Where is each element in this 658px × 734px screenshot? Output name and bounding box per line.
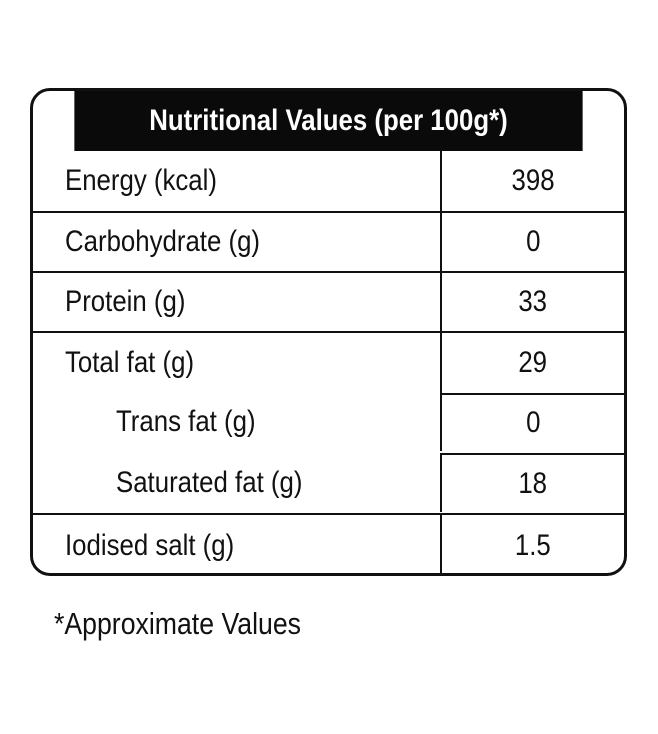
row-value: 33 — [440, 273, 624, 331]
table-row-trans-fat: Trans fat (g) 0 — [33, 393, 624, 451]
row-label: Trans fat (g) — [116, 405, 256, 438]
table-title: Nutritional Values (per 100g*) — [74, 91, 583, 151]
row-label: Saturated fat (g) — [116, 465, 303, 499]
footnote: *Approximate Values — [54, 606, 301, 641]
row-value: 398 — [440, 151, 624, 211]
row-value: 0 — [440, 213, 624, 271]
table-row-total-fat: Total fat (g) 29 — [33, 331, 624, 393]
row-value: 1.5 — [440, 515, 624, 573]
row-value: 0 — [440, 393, 624, 451]
table-row-iodised-salt: Iodised salt (g) 1.5 — [33, 513, 624, 573]
row-value: 29 — [440, 333, 624, 393]
table-row-energy: Energy (kcal) 398 — [33, 151, 624, 211]
table-row-protein: Protein (g) 33 — [33, 271, 624, 331]
row-value: 18 — [440, 453, 624, 512]
row-label: Carbohydrate (g) — [65, 225, 261, 258]
row-label: Total fat (g) — [65, 346, 195, 379]
row-label: Energy (kcal) — [65, 164, 217, 197]
row-label: Protein (g) — [65, 285, 186, 318]
nutrition-table: Nutritional Values (per 100g*) Energy (k… — [30, 88, 627, 576]
row-label: Iodised salt (g) — [65, 529, 235, 562]
table-row-saturated-fat: Saturated fat (g) 18 — [33, 453, 624, 512]
table-body: Energy (kcal) 398 Carbohydrate (g) 0 Pro… — [33, 151, 624, 573]
table-row-carbohydrate: Carbohydrate (g) 0 — [33, 211, 624, 271]
